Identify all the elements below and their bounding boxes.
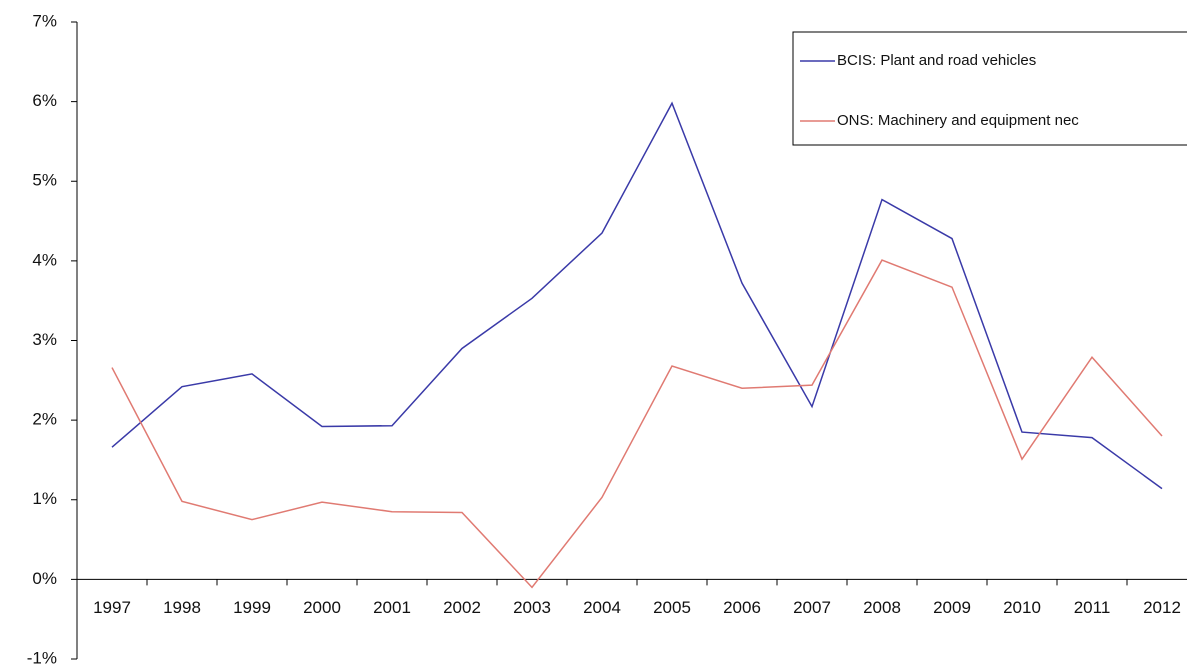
y-tick-label: 7% xyxy=(32,11,57,30)
x-tick-label: 2000 xyxy=(303,598,341,617)
legend-box xyxy=(792,31,1187,146)
x-tick-label: 2001 xyxy=(373,598,411,617)
x-tick-label: 1997 xyxy=(93,598,131,617)
series-line xyxy=(111,101,1163,490)
x-tick-label: 2012 xyxy=(1143,598,1181,617)
x-tick-label: 1999 xyxy=(233,598,271,617)
y-tick-label: 4% xyxy=(32,250,57,269)
y-tick-label: 3% xyxy=(32,330,57,349)
y-tick-label: 6% xyxy=(32,91,57,110)
x-tick-label: 2011 xyxy=(1074,598,1111,617)
x-tick-label: 2002 xyxy=(443,598,481,617)
x-tick-label: 2007 xyxy=(793,598,831,617)
legend-label: ONS: Machinery and equipment nec xyxy=(837,112,1079,129)
x-tick-label: 2010 xyxy=(1003,598,1041,617)
y-tick-label: -1% xyxy=(27,648,57,667)
legend-label: BCIS: Plant and road vehicles xyxy=(837,52,1036,69)
y-tick-label: 1% xyxy=(32,489,57,508)
y-tick-label: 0% xyxy=(32,569,57,588)
x-tick-label: 2005 xyxy=(653,598,691,617)
y-tick-label: 2% xyxy=(32,410,57,429)
x-tick-label: 2009 xyxy=(933,598,971,617)
x-tick-label: 2006 xyxy=(723,598,761,617)
x-tick-label: 2004 xyxy=(583,598,621,617)
series-line xyxy=(111,259,1163,589)
x-tick-label: 1998 xyxy=(163,598,201,617)
x-tick-label: 2008 xyxy=(863,598,901,617)
x-tick-label: 2003 xyxy=(513,598,551,617)
y-tick-label: 5% xyxy=(32,171,57,190)
